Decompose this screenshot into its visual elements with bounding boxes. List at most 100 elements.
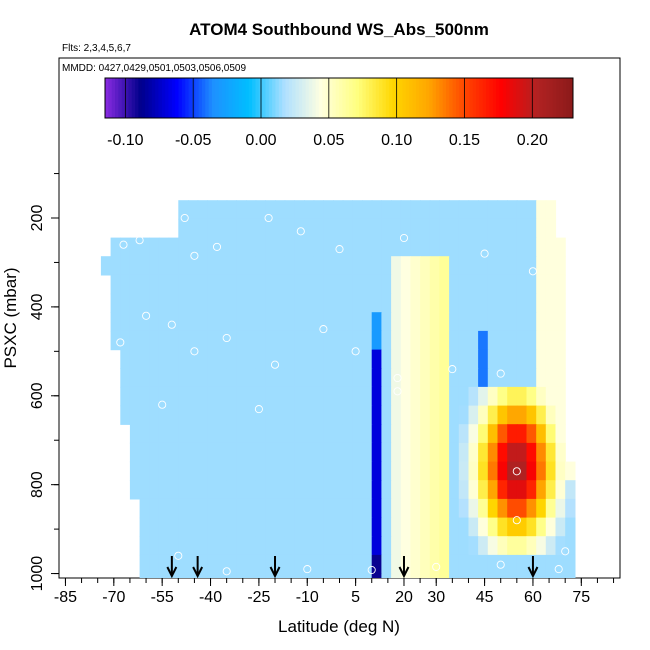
sample-point-29 [561,547,570,556]
heatmap-cell-341 [371,330,382,351]
heatmap-cell-534 [458,405,470,425]
heatmap-cell-928 [342,573,353,578]
heatmap-cell-449 [526,368,537,388]
sample-point-33 [303,565,312,574]
colorbar-segment-17 [161,78,166,118]
heatmap-cell-392 [420,349,431,369]
heatmap-cell-340 [362,330,373,351]
colorbar-segment-30 [205,78,210,118]
heatmap-cell-281 [246,312,257,332]
heatmap-cell-322 [188,330,199,351]
heatmap-cell-464 [226,386,237,407]
heatmap-cell-136 [207,256,218,276]
heatmap-cell-378 [284,349,295,369]
flight-arrow-4 [527,556,539,579]
heatmap-cell-791 [323,517,334,537]
heatmap-cell-186 [236,274,247,295]
heatmap-cell-78 [110,237,121,257]
heatmap-cell-69 [468,218,479,239]
heatmap-cell-567 [342,424,353,444]
heatmap-cell-203 [400,274,412,295]
colorbar-segment-26 [191,78,196,118]
heatmap-cell-711 [420,480,431,500]
heatmap-cell-133 [178,256,189,276]
heatmap-cell-646 [236,461,247,481]
colorbar-segment-68 [332,78,337,118]
heatmap-cell-620 [420,442,431,463]
heatmap-cell-768 [536,498,547,519]
heatmap-cell-308 [507,312,518,332]
heatmap-cell-418 [226,368,237,388]
heatmap-cell-375 [255,349,266,369]
heatmap-cell-362 [129,349,141,369]
heatmap-cell-902 [526,554,537,575]
flight-arrow-1 [192,556,204,579]
heatmap-cell-153 [371,256,382,276]
heatmap-cell-888 [391,554,402,575]
heatmap-cell-178 [158,274,170,295]
heatmap-cell-825 [217,536,228,556]
heatmap-cell-773 [149,517,160,537]
heatmap-cell-434 [381,368,392,388]
heatmap-cell-883 [342,554,353,575]
heatmap-cell-339 [352,330,363,351]
colorbar-segment-72 [345,78,350,118]
heatmap-cell-881 [323,554,334,575]
heatmap-cell-40 [188,218,199,239]
heatmap-cell-563 [304,424,315,444]
heatmap-cell-345 [410,330,421,351]
heatmap-cell-54 [323,218,334,239]
colorbar-segment-8 [131,78,136,118]
heatmap-cell-514 [265,405,276,425]
heatmap-cell-166 [497,256,508,276]
heatmap-cell-44 [226,218,237,239]
heatmap-cell-169 [526,256,537,276]
heatmap-cell-283 [265,312,276,332]
heatmap-cell-202 [391,274,402,295]
heatmap-cell-509 [217,405,228,425]
heatmap-cell-80 [129,237,141,257]
heatmap-cell-815 [555,517,566,537]
heatmap-cell-293 [362,312,373,332]
heatmap-cell-629 [507,442,518,463]
heatmap-cell-315 [120,330,131,351]
heatmap-cell-737 [236,498,247,519]
heatmap-cell-885 [362,554,373,575]
heatmap-cell-432 [362,368,373,388]
heatmap-cell-903 [536,554,547,575]
heatmap-cell-596 [188,442,199,463]
x-tick-label-11: 75 [572,589,590,606]
colorbar-segment-136 [559,78,564,118]
x-tick-label-8: 30 [427,589,445,606]
colorbar-segment-105 [456,78,460,118]
heatmap-cell-452 [555,368,566,388]
heatmap-cell-541 [526,405,537,425]
heatmap-cell-807 [478,517,489,537]
heatmap-cell-64 [420,218,431,239]
heatmap-cell-352 [478,330,489,351]
heatmap-cell-535 [468,405,479,425]
colorbar-segment-32 [211,78,216,118]
colorbar-segment-23 [181,78,186,118]
heatmap-cell-404 [536,349,547,369]
heatmap-cell-639 [168,461,179,481]
heatmap-cell-529 [410,405,421,425]
heatmap-cell-374 [246,349,257,369]
colorbar-segment-55 [288,78,293,118]
sample-point-16 [190,347,199,356]
heatmap-cell-919 [255,573,266,578]
heatmap-cell-142 [265,256,276,276]
heatmap-cell-683 [149,480,160,500]
heatmap-cell-763 [487,498,499,519]
heatmap-cell-92 [246,237,257,257]
heatmap-cell-818 [149,536,160,556]
heatmap-cell-87 [197,237,208,257]
heatmap-cell-468 [265,386,276,407]
heatmap-cell-662 [391,461,402,481]
heatmap-cell-15 [323,200,334,220]
heatmap-cell-455 [139,386,150,407]
sample-point-28 [512,516,521,525]
heatmap-cell-493 [507,386,518,407]
heatmap-cell-550 [178,424,189,444]
heatmap-cell-90 [226,237,237,257]
